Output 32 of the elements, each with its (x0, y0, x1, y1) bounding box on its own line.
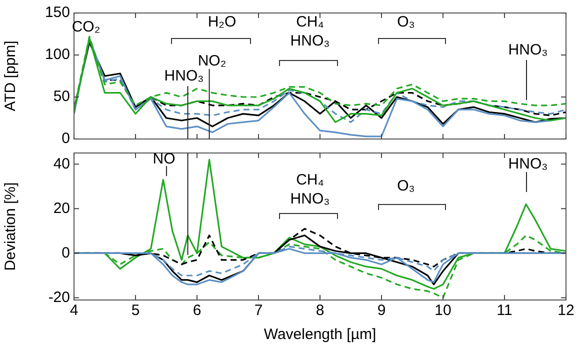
annotation: HNO₃ (290, 190, 330, 208)
x-tick-label: 7 (254, 302, 263, 320)
y-tick-label: 0 (62, 130, 70, 148)
annotation: NO₂ (198, 52, 226, 70)
x-tick-label: 9 (377, 302, 386, 320)
annotation: NO (152, 150, 176, 168)
y-tick-label: 20 (53, 200, 70, 217)
x-tick-label: 6 (192, 302, 202, 320)
annotation: HNO₃ (508, 42, 548, 58)
x-tick-label: 5 (131, 302, 140, 320)
x-tick-label: 10 (434, 302, 452, 320)
x-tick-label: 4 (70, 302, 78, 320)
y-tick-label: 0 (62, 244, 70, 262)
y-tick-label: 40 (53, 155, 70, 172)
annotation: H₂O (208, 14, 236, 30)
x-tick-label: 12 (558, 302, 574, 320)
annotation: O₃ (397, 178, 415, 194)
annotation: HNO₃ (164, 68, 204, 84)
x-tick-label: 11 (496, 302, 512, 320)
annotation: CH₄ (296, 172, 324, 188)
x-tick-label: 8 (316, 302, 324, 320)
y-tick-label: 50 (53, 88, 70, 106)
y-axis-title: ATD [ppm] (2, 40, 20, 112)
y-tick-label: -20 (48, 288, 70, 306)
annotation: HNO₃ (508, 156, 548, 172)
y-tick-label: 100 (44, 46, 70, 64)
annotation: O₃ (397, 14, 415, 30)
annotation: CH₄ (296, 14, 324, 30)
x-axis-title: Wavelength [µm] (264, 326, 376, 344)
y-axis-title: Deviation [%] (2, 182, 20, 271)
annotation: HNO₃ (290, 32, 330, 50)
y-tick-label: 150 (44, 4, 70, 22)
